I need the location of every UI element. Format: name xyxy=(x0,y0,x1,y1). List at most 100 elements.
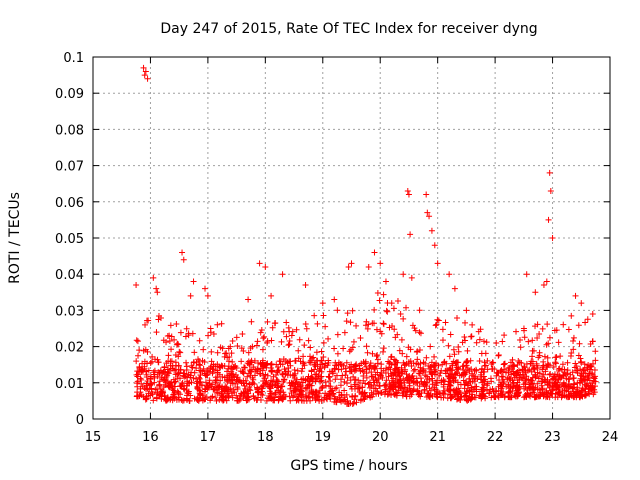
roti-point xyxy=(391,360,398,367)
roti-point xyxy=(276,389,283,396)
roti-point xyxy=(518,375,525,382)
roti-peak-point xyxy=(154,289,161,296)
roti-point xyxy=(390,371,397,378)
roti-point xyxy=(500,361,507,368)
roti-peak-point xyxy=(256,260,263,267)
roti-peak-point xyxy=(426,213,433,220)
roti-point xyxy=(542,368,549,375)
roti-point xyxy=(352,385,359,392)
roti-point xyxy=(367,360,374,367)
roti-point xyxy=(368,373,375,380)
roti-point xyxy=(557,353,564,360)
roti-point xyxy=(302,321,309,328)
roti-point xyxy=(325,357,332,364)
roti-point xyxy=(524,390,531,397)
roti-point xyxy=(476,358,483,365)
roti-point xyxy=(212,394,219,401)
roti-point xyxy=(135,352,142,359)
roti-point xyxy=(433,321,440,328)
roti-point xyxy=(592,348,599,355)
roti-point xyxy=(176,375,183,382)
roti-point xyxy=(225,394,232,401)
roti-point xyxy=(318,348,325,355)
roti-point xyxy=(534,334,541,341)
x-tick-label: 21 xyxy=(429,430,446,445)
x-tick-label: 15 xyxy=(85,430,102,445)
roti-point xyxy=(577,355,584,362)
roti-point xyxy=(472,383,479,390)
roti-point xyxy=(578,359,585,366)
roti-point xyxy=(214,361,221,368)
roti-point xyxy=(376,297,383,304)
roti-point xyxy=(275,397,282,404)
roti-point xyxy=(318,357,325,364)
roti-point xyxy=(570,374,577,381)
roti-point xyxy=(465,387,472,394)
roti-point xyxy=(233,334,240,341)
roti-point xyxy=(258,388,265,395)
roti-point xyxy=(528,377,535,384)
roti-point xyxy=(344,380,351,387)
roti-point xyxy=(581,388,588,395)
roti-peak-point xyxy=(153,285,160,292)
roti-point xyxy=(287,362,294,369)
roti-point xyxy=(524,367,531,374)
roti-peak-point xyxy=(545,216,552,223)
roti-point xyxy=(421,379,428,386)
roti-peak-point xyxy=(388,300,395,307)
roti-peak-point xyxy=(331,296,338,303)
roti-point xyxy=(566,376,573,383)
roti-point xyxy=(530,347,537,354)
roti-peak-point xyxy=(404,187,411,194)
roti-point xyxy=(467,357,474,364)
roti-point xyxy=(310,354,317,361)
roti-point xyxy=(251,380,258,387)
roti-point xyxy=(399,392,406,399)
roti-point xyxy=(340,397,347,404)
roti-point xyxy=(564,359,571,366)
roti-point xyxy=(311,312,318,319)
x-tick-label: 24 xyxy=(602,430,619,445)
x-tick-label: 16 xyxy=(142,430,159,445)
roti-point xyxy=(177,366,184,373)
roti-point xyxy=(168,346,175,353)
roti-point xyxy=(350,373,357,380)
roti-point xyxy=(285,342,292,349)
roti-point xyxy=(425,392,432,399)
roti-point xyxy=(301,362,308,369)
roti-point xyxy=(483,339,490,346)
roti-point xyxy=(236,395,243,402)
roti-point xyxy=(509,363,516,370)
roti-peak-point xyxy=(348,260,355,267)
roti-point xyxy=(573,390,580,397)
roti-point xyxy=(334,350,341,357)
roti-point xyxy=(241,364,248,371)
roti-point xyxy=(341,378,348,385)
roti-point xyxy=(228,372,235,379)
chart-title: Day 247 of 2015, Rate Of TEC Index for r… xyxy=(160,21,537,37)
roti-point xyxy=(521,334,528,341)
roti-peak-point xyxy=(578,300,585,307)
roti-point xyxy=(472,394,479,401)
roti-point xyxy=(428,369,435,376)
roti-point xyxy=(167,322,174,329)
roti-point xyxy=(391,369,398,376)
roti-point xyxy=(435,362,442,369)
roti-peak-point xyxy=(400,271,407,278)
roti-point xyxy=(478,395,485,402)
roti-point xyxy=(466,388,473,395)
roti-point xyxy=(336,394,343,401)
roti-point xyxy=(286,379,293,386)
roti-point xyxy=(577,392,584,399)
roti-point xyxy=(446,353,453,360)
roti-point xyxy=(565,326,572,333)
roti-point xyxy=(579,367,586,374)
roti-point xyxy=(163,360,170,367)
roti-point xyxy=(155,359,162,366)
roti-point xyxy=(472,366,479,373)
roti-point xyxy=(186,379,193,386)
roti-point xyxy=(196,337,203,344)
roti-point xyxy=(534,364,541,371)
roti-point xyxy=(337,361,344,368)
roti-point xyxy=(190,359,197,366)
